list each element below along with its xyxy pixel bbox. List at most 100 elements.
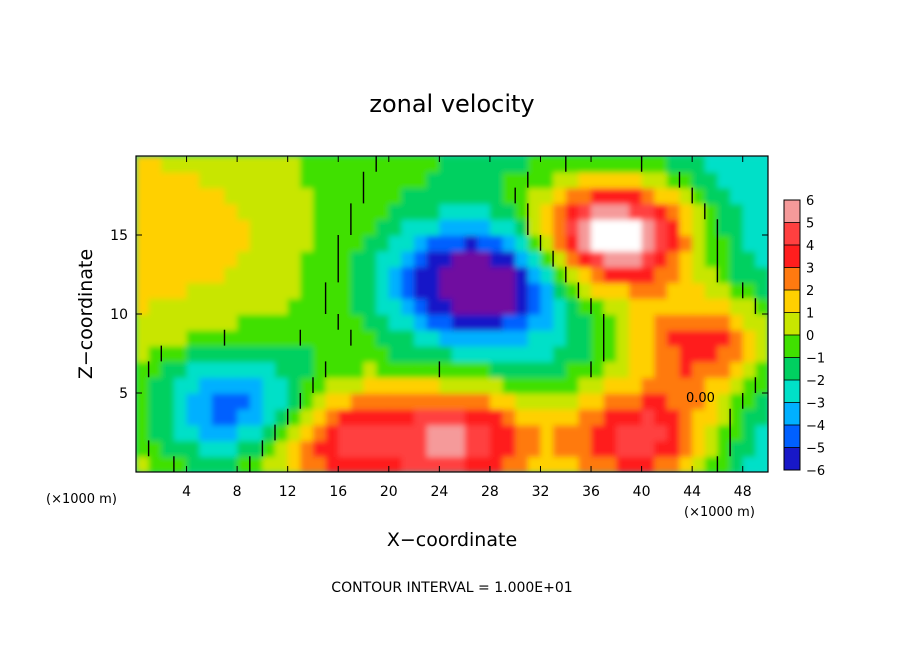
field-cell	[363, 424, 377, 442]
field-cell	[742, 393, 757, 410]
field-cell	[186, 282, 200, 299]
field-cell	[704, 266, 719, 284]
field-cell	[717, 361, 731, 378]
field-cell	[666, 266, 681, 284]
y-tick-label: 10	[110, 307, 128, 323]
field-cell	[704, 393, 719, 410]
field-cell	[515, 171, 529, 189]
field-cell	[489, 440, 504, 457]
field-cell	[527, 424, 542, 442]
field-cell	[641, 361, 656, 378]
field-cell	[312, 266, 327, 284]
field-cell	[730, 156, 744, 173]
field-cell	[186, 156, 200, 173]
field-cell	[350, 250, 365, 268]
field-cell	[338, 345, 352, 363]
field-cell	[173, 203, 188, 220]
field-cell	[553, 377, 567, 394]
field-cell	[287, 408, 302, 426]
field-cell	[275, 424, 289, 442]
field-cell	[224, 361, 238, 378]
field-cell	[540, 377, 554, 394]
field-cell	[679, 456, 693, 472]
field-cell	[161, 440, 175, 457]
field-cell	[338, 282, 352, 299]
field-cell	[704, 219, 719, 236]
field-cell	[628, 250, 643, 268]
field-cell	[578, 266, 592, 284]
field-cell	[136, 235, 150, 252]
field-cell	[692, 266, 706, 284]
field-cell	[692, 282, 706, 299]
field-cell	[717, 393, 731, 410]
field-cell	[388, 393, 403, 410]
field-cell	[287, 187, 302, 205]
field-cell	[312, 440, 327, 457]
field-cell	[578, 393, 592, 410]
field-cell	[755, 235, 768, 252]
field-cell	[426, 408, 441, 426]
field-cell	[350, 456, 365, 472]
field-cell	[439, 235, 453, 252]
field-cell	[312, 298, 327, 315]
field-cell	[628, 266, 643, 284]
field-cell	[489, 298, 504, 315]
field-cell	[591, 393, 605, 410]
field-cell	[363, 456, 377, 472]
field-cell	[666, 440, 681, 457]
field-cell	[388, 377, 403, 394]
field-cell	[742, 329, 757, 347]
field-cell	[363, 187, 377, 205]
field-cell	[755, 361, 768, 378]
field-cell	[426, 361, 441, 378]
colorbar-tick-label: −2	[806, 374, 825, 389]
x-tick-label: 28	[481, 484, 499, 500]
field-cell	[742, 440, 757, 457]
field-cell	[376, 345, 390, 363]
field-cell	[692, 408, 706, 426]
field-cell	[237, 329, 251, 347]
field-cell	[717, 203, 731, 220]
field-cell	[325, 424, 340, 442]
field-cell	[704, 377, 719, 394]
field-cell	[641, 408, 656, 426]
field-cell	[515, 250, 529, 268]
field-cell	[426, 456, 441, 472]
field-cell	[388, 250, 403, 268]
field-cell	[730, 187, 744, 205]
field-cell	[363, 156, 377, 173]
field-cell	[363, 203, 377, 220]
field-cell	[452, 361, 466, 378]
field-cell	[464, 266, 479, 284]
field-cell	[388, 219, 403, 236]
field-cell	[679, 250, 693, 268]
field-cell	[262, 203, 276, 220]
field-cell	[717, 314, 731, 331]
field-cell	[515, 408, 529, 426]
field-cell	[388, 235, 403, 252]
field-cell	[464, 456, 479, 472]
field-cell	[527, 393, 542, 410]
field-cell	[388, 282, 403, 299]
field-cell	[426, 219, 441, 236]
field-cell	[148, 329, 163, 347]
field-cell	[426, 156, 441, 173]
field-cell	[742, 408, 757, 426]
field-cell	[679, 345, 693, 363]
field-cell	[136, 203, 150, 220]
field-cell	[502, 156, 516, 173]
field-cell	[628, 235, 643, 252]
field-cell	[426, 171, 441, 189]
x-tick-label: 24	[430, 484, 448, 500]
field-cell	[199, 456, 213, 472]
field-cell	[161, 219, 175, 236]
field-cell	[224, 440, 238, 457]
field-cell	[540, 171, 554, 189]
field-cell	[540, 345, 554, 363]
field-cell	[161, 235, 175, 252]
field-cell	[388, 440, 403, 457]
field-cell	[515, 329, 529, 347]
field-cell	[249, 456, 264, 472]
field-cell	[388, 361, 403, 378]
colorbar-swatch	[784, 425, 800, 448]
